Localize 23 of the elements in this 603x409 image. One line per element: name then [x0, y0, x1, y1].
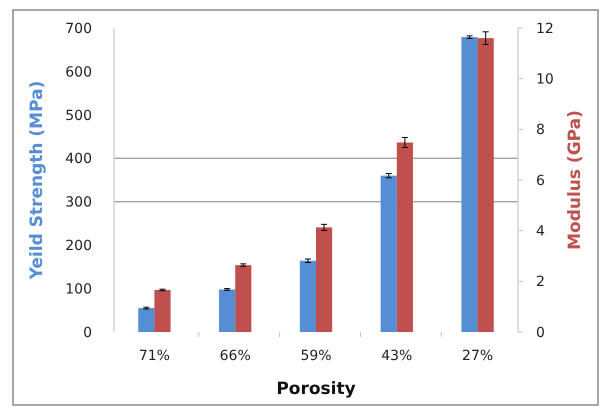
y2-tick-label: 4: [536, 224, 545, 240]
y-tick-label: 100: [65, 281, 92, 298]
x-tick-label: 27%: [462, 348, 494, 364]
y2-axis-title: Modulus (GPa): [565, 110, 585, 250]
y2-tick-label: 12: [536, 20, 554, 37]
y2-tick-label: 0: [536, 324, 545, 341]
y-tick-label: 600: [65, 64, 92, 80]
y2-tick-label: 8: [536, 122, 545, 138]
x-tick-label: 66%: [220, 348, 251, 364]
y-tick-label: 700: [65, 20, 92, 37]
y-tick-label: 200: [65, 238, 92, 254]
y-axis-title: Yeild Strength (MPa): [27, 80, 47, 280]
y2-tick-label: 2: [536, 274, 545, 290]
x-tick-label: 71%: [138, 348, 170, 364]
x-tick-label: 59%: [300, 348, 332, 364]
x-tick-label: 43%: [381, 348, 412, 364]
y-tick-label: 500: [65, 108, 92, 124]
y2-tick-label: 6: [536, 172, 545, 189]
y2-tick-label: 10: [536, 72, 554, 88]
y-tick-label: 400: [65, 151, 92, 168]
x-axis-title: Porosity: [276, 379, 356, 399]
y-tick-label: 0: [83, 324, 92, 341]
y-tick-label: 300: [65, 194, 92, 211]
